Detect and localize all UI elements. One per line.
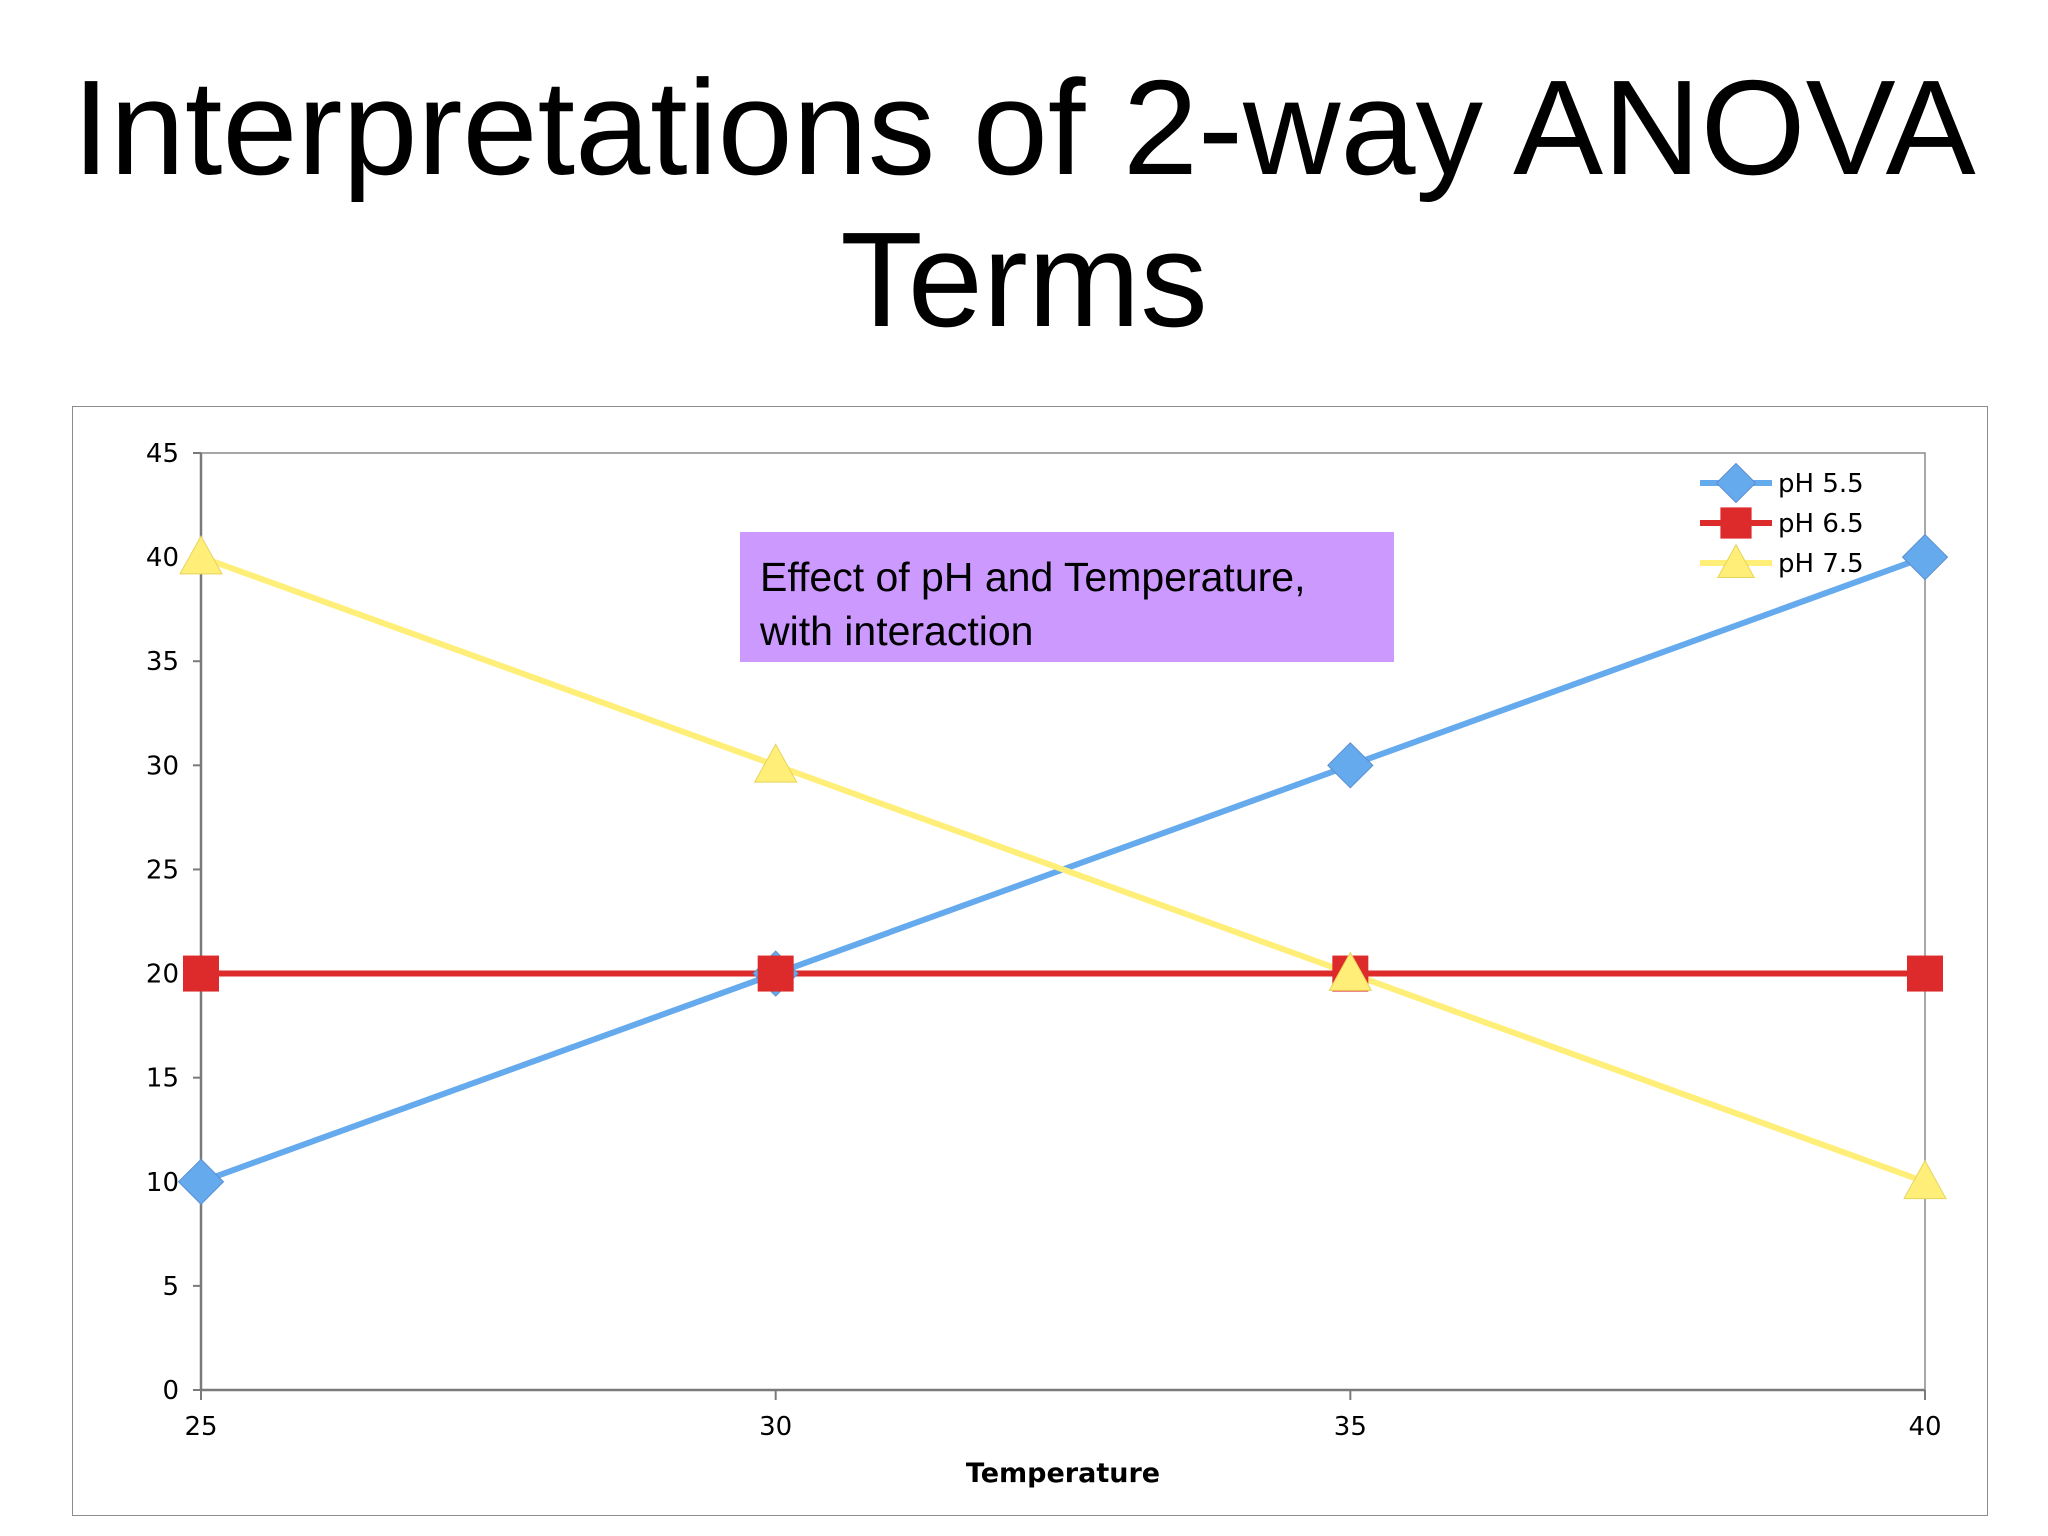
data-point-ph-5-5 bbox=[1901, 533, 1949, 581]
data-point-ph-6-5 bbox=[1907, 955, 1943, 992]
series-line-ph-7-5 bbox=[199, 554, 1927, 1185]
x-tick-label: 25 bbox=[184, 1412, 217, 1442]
legend-marker-ph-7-5 bbox=[1716, 543, 1756, 579]
chart-annotation-box: Effect of pH and Temperature, with inter… bbox=[740, 532, 1394, 662]
chart-frame bbox=[72, 406, 1988, 1516]
legend-marker-ph-5-5 bbox=[1715, 462, 1757, 504]
legend-label-ph-5-5: pH 5.5 bbox=[1778, 469, 1864, 499]
y-tick-label: 10 bbox=[146, 1168, 179, 1198]
legend-label-ph-7-5: pH 7.5 bbox=[1778, 549, 1864, 579]
annotation-line-2: with interaction bbox=[760, 608, 1034, 654]
y-tick-label: 0 bbox=[162, 1376, 179, 1406]
legend-label-ph-6-5: pH 6.5 bbox=[1778, 509, 1864, 539]
data-point-ph-6-5 bbox=[757, 955, 794, 992]
y-tick-label: 45 bbox=[146, 439, 179, 469]
slide-title: Interpretations of 2-way ANOVA Terms bbox=[0, 52, 2048, 356]
y-tick-label: 30 bbox=[146, 751, 179, 781]
y-tick-label: 5 bbox=[162, 1272, 179, 1302]
y-tick-label: 15 bbox=[146, 1064, 179, 1094]
data-point-ph-7-5 bbox=[1328, 951, 1373, 991]
y-tick-label: 25 bbox=[146, 855, 179, 885]
legend-marker-ph-6-5 bbox=[1720, 507, 1752, 539]
x-tick-label: 30 bbox=[759, 1412, 792, 1442]
slide-title-line-1: Interpretations of 2-way ANOVA bbox=[72, 52, 1976, 203]
y-tick-label: 20 bbox=[146, 960, 179, 990]
x-tick-label: 40 bbox=[1908, 1412, 1941, 1442]
data-point-ph-7-5 bbox=[753, 743, 798, 783]
x-tick-label: 35 bbox=[1334, 1412, 1367, 1442]
data-point-ph-5-5 bbox=[177, 1158, 225, 1205]
data-point-ph-6-5 bbox=[183, 955, 219, 992]
data-point-ph-7-5 bbox=[179, 535, 223, 575]
slide-title-line-2: Terms bbox=[840, 204, 1208, 355]
data-point-ph-7-5 bbox=[1903, 1159, 1947, 1200]
data-point-ph-5-5 bbox=[1327, 742, 1374, 789]
y-tick-label: 40 bbox=[146, 543, 179, 573]
x-axis-title: Temperature bbox=[966, 1458, 1160, 1489]
y-tick-label: 35 bbox=[146, 647, 179, 677]
annotation-line-1: Effect of pH and Temperature, bbox=[760, 554, 1306, 600]
